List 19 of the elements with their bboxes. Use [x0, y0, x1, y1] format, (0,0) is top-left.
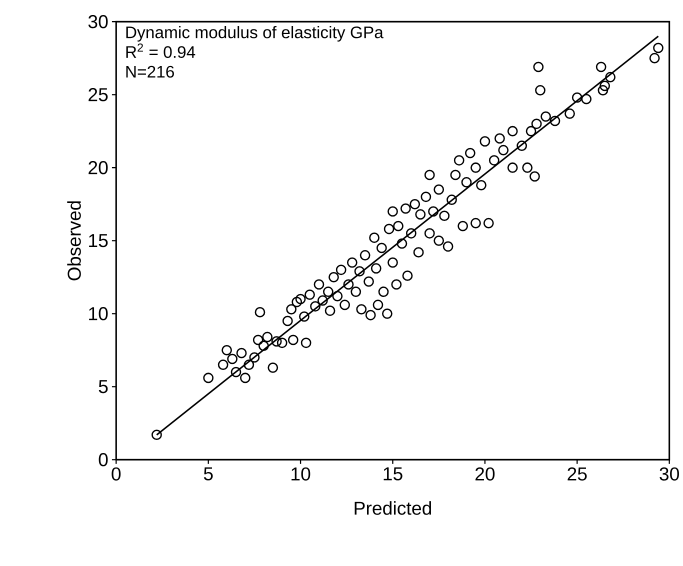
- y-tick-label: 25: [88, 88, 108, 102]
- y-tick-label: 0: [98, 453, 108, 466]
- x-tick-label: 30: [660, 467, 679, 481]
- y-tick-label: 10: [89, 307, 108, 320]
- y-tick-label: 5: [98, 380, 108, 394]
- y-tick-label: 30: [88, 15, 108, 28]
- y-tick-label: 15: [89, 234, 108, 248]
- annotation: N=216: [126, 66, 174, 78]
- annotation: R$^{2}$ = 0.94: [126, 43, 196, 58]
- x-tick-label: 10: [292, 467, 310, 481]
- y-tick-label: 20: [88, 161, 108, 174]
- x-tick-label: 5: [204, 467, 213, 480]
- x-tick-label: 0: [112, 467, 121, 481]
- x-tick-label: 25: [568, 467, 587, 481]
- chart-title: Dynamic modulus of elasticity GPa: [126, 26, 384, 42]
- x-tick-label: 15: [384, 467, 402, 480]
- x-tick-label: 20: [475, 467, 495, 481]
- y-axis-title: Observed: [67, 201, 81, 280]
- x-axis-title: Predicted: [354, 501, 432, 515]
